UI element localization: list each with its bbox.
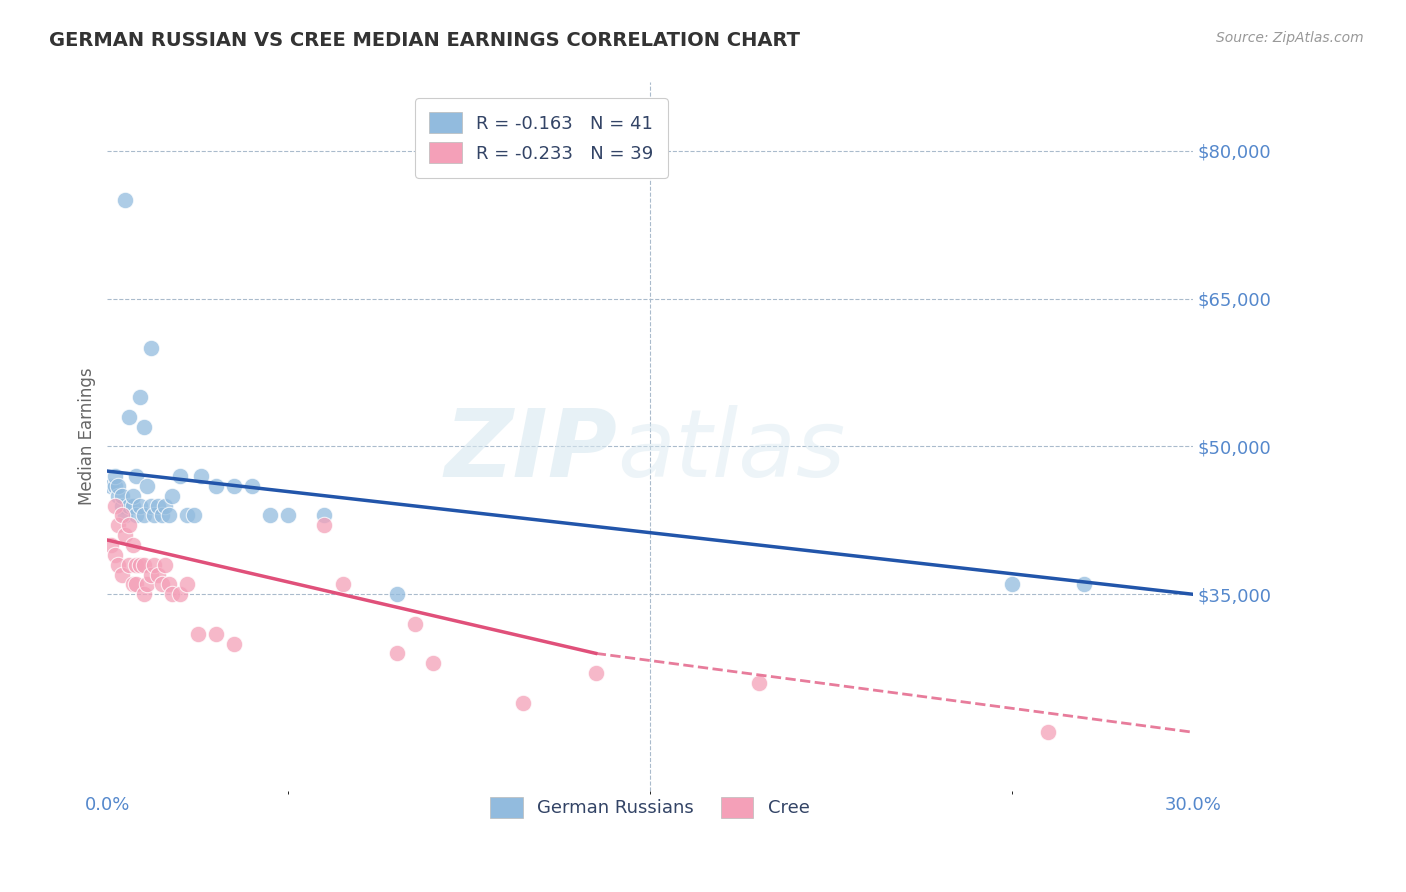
Point [1036,725,1059,739]
Point [129,499,152,513]
Point [125,469,148,483]
Point [104,548,127,562]
Point [155,499,177,513]
Point [132,558,155,572]
Point [136,479,159,493]
Point [121,577,143,591]
Point [143,508,166,523]
Point [118,409,141,424]
Point [139,499,162,513]
Point [150,577,173,591]
Point [132,508,155,523]
Point [585,666,607,681]
Point [121,499,143,513]
Point [111,499,134,513]
Point [1001,577,1024,591]
Point [162,587,184,601]
Point [169,469,191,483]
Point [240,479,263,493]
Point [747,676,769,690]
Point [114,508,136,523]
Point [150,508,173,523]
Point [157,508,180,523]
Point [314,508,336,523]
Point [104,479,127,493]
Point [512,696,534,710]
Point [114,193,136,207]
Point [121,538,143,552]
Point [107,489,129,503]
Text: ZIP: ZIP [444,405,617,497]
Point [205,479,228,493]
Point [146,567,169,582]
Legend: German Russians, Cree: German Russians, Cree [484,789,817,825]
Point [176,577,198,591]
Point [104,499,127,513]
Point [125,508,148,523]
Point [385,646,408,660]
Point [222,479,245,493]
Point [187,626,209,640]
Point [155,558,177,572]
Point [1073,577,1095,591]
Point [132,587,155,601]
Point [385,587,408,601]
Point [132,419,155,434]
Point [314,518,336,533]
Point [111,508,134,523]
Y-axis label: Median Earnings: Median Earnings [79,368,96,506]
Point [146,499,169,513]
Point [129,390,152,404]
Point [125,577,148,591]
Point [176,508,198,523]
Point [100,538,122,552]
Text: atlas: atlas [617,405,845,496]
Point [139,341,162,355]
Point [183,508,205,523]
Point [100,479,122,493]
Point [422,657,444,671]
Point [404,616,426,631]
Point [139,567,162,582]
Point [111,567,134,582]
Point [107,479,129,493]
Point [277,508,299,523]
Point [157,577,180,591]
Point [143,558,166,572]
Point [136,577,159,591]
Point [104,469,127,483]
Point [114,528,136,542]
Point [125,558,148,572]
Point [118,499,141,513]
Point [107,518,129,533]
Point [121,489,143,503]
Point [332,577,354,591]
Point [205,626,228,640]
Point [222,636,245,650]
Text: Source: ZipAtlas.com: Source: ZipAtlas.com [1216,31,1364,45]
Text: GERMAN RUSSIAN VS CREE MEDIAN EARNINGS CORRELATION CHART: GERMAN RUSSIAN VS CREE MEDIAN EARNINGS C… [49,31,800,50]
Point [107,558,129,572]
Point [169,587,191,601]
Point [259,508,281,523]
Point [118,558,141,572]
Point [162,489,184,503]
Point [111,489,134,503]
Point [190,469,212,483]
Point [129,558,152,572]
Point [118,518,141,533]
